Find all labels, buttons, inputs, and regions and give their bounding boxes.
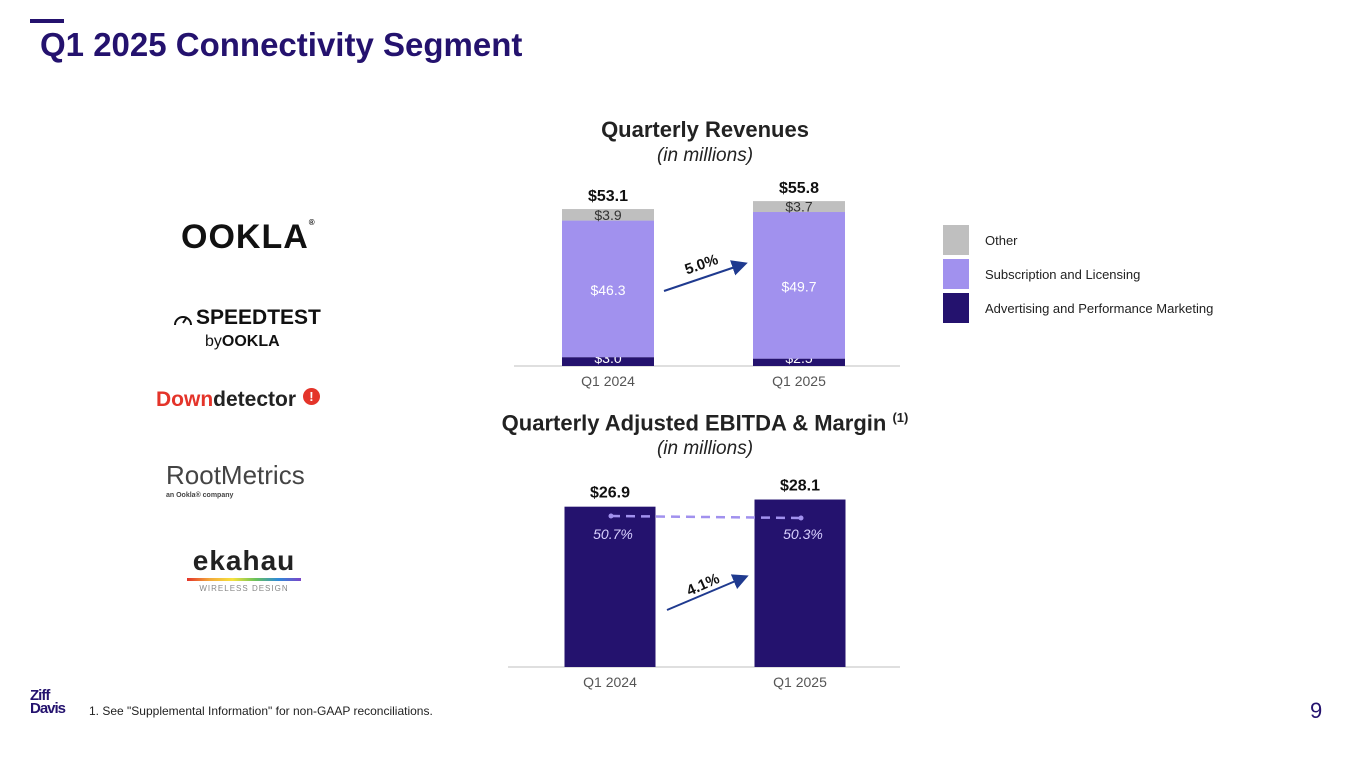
alert-badge-icon: ! (302, 388, 320, 405)
revenue-label-subscription-2: $49.7 (781, 278, 816, 294)
legend-item-subscription: Subscription and Licensing (943, 259, 1140, 289)
rootmetrics-subtext: an Ookla® company (166, 492, 234, 499)
revenue-label-other-1: $3.9 (594, 207, 621, 223)
ziff-davis-logo: Ziff Davis (30, 687, 66, 717)
legend-item-other: Other (943, 225, 1018, 255)
ekahau-text: ekahau (192, 545, 296, 576)
revenue-total-label-1: $53.1 (588, 188, 628, 205)
revenue-chart: $3.0$46.3$3.9$53.1Q1 2024$2.5$49.7$3.7$5… (514, 180, 900, 389)
page-title: Q1 2025 Connectivity Segment (40, 26, 523, 63)
revenue-chart-subtitle: (in millions) (656, 145, 754, 166)
ebitda-margin-point-2 (798, 515, 804, 521)
legend-swatch-advertising (943, 293, 969, 323)
ebitda-bar-2 (754, 499, 846, 667)
revenue-label-other-2: $3.7 (785, 199, 812, 215)
ebitda-chart-subtitle: (in millions) (656, 438, 754, 459)
legend-swatch-other (943, 225, 969, 255)
ebitda-category-label-1: Q1 2024 (583, 674, 637, 690)
revenue-total-label-2: $55.8 (779, 180, 819, 197)
ekahau-logo: ekahau WIRELESS DESIGN (187, 545, 301, 593)
downdetector-text-detector: detector (213, 388, 297, 411)
revenue-label-subscription-1: $46.3 (590, 282, 625, 298)
ebitda-chart-title: Quarterly Adjusted EBITDA & Margin (1) (455, 410, 955, 436)
revenue-bar-advertising-2 (753, 358, 845, 366)
revenue-bar-other-2 (753, 201, 845, 213)
ebitda-value-label-2: $28.1 (780, 478, 820, 495)
ziff-davis-logo-top: Ziff (30, 687, 50, 704)
revenue-bar-subscription-2 (753, 212, 845, 359)
rootmetrics-text: RootMetrics (166, 460, 305, 490)
ebitda-margin-line (610, 514, 802, 520)
revenue-category-label-2: Q1 2025 (772, 373, 826, 389)
rootmetrics-logo: RootMetrics an Ookla® company (166, 460, 305, 499)
ebitda-bar-1 (564, 506, 656, 667)
legend-item-advertising: Advertising and Performance Marketing (943, 293, 1213, 323)
speedometer-icon (174, 316, 192, 326)
speedtest-by-text: by (205, 333, 222, 350)
revenue-chart-title: Quarterly Revenues (601, 117, 809, 142)
legend-label-subscription: Subscription and Licensing (985, 266, 1141, 282)
ebitda-growth-arrow (666, 574, 749, 611)
speedtest-logo-text: SPEEDTEST (196, 306, 321, 329)
ekahau-gradient-bar (187, 578, 301, 581)
page-number: 9 (1310, 698, 1323, 723)
ebitda-title-superscript: (1) (892, 410, 909, 425)
downdetector-logo: Downdetector ! (156, 388, 320, 412)
ookla-logo: OOKLA® (181, 218, 316, 256)
revenue-growth-arrow (663, 260, 748, 292)
revenue-bar-subscription-1 (562, 220, 654, 358)
legend-label-advertising: Advertising and Performance Marketing (985, 300, 1214, 316)
revenue-bar-other-1 (562, 209, 654, 221)
ebitda-category-label-2: Q1 2025 (773, 674, 827, 690)
speedtest-by-brand: OOKLA (221, 333, 280, 350)
ebitda-margin-label-2: 50.3% (783, 526, 823, 542)
ziff-davis-logo-bottom: Davis (30, 700, 66, 717)
ebitda-value-label-1: $26.9 (590, 485, 630, 502)
downdetector-text-down: Down (156, 388, 214, 411)
ookla-logo-text: OOKLA (181, 218, 309, 256)
revenue-bar-advertising-1 (562, 357, 654, 366)
title-accent-bar (30, 19, 64, 23)
ebitda-margin-point-1 (608, 513, 614, 519)
ekahau-subtext: WIRELESS DESIGN (199, 584, 289, 593)
footnote: 1. See "Supplemental Information" for no… (89, 704, 433, 718)
speedtest-logo: SPEEDTEST byOOKLA (173, 306, 321, 351)
legend-swatch-subscription (943, 259, 969, 289)
ebitda-margin-label-1: 50.7% (593, 526, 633, 542)
legend-label-other: Other (985, 232, 1018, 248)
ebitda-chart-title-text: Quarterly Adjusted EBITDA & Margin (501, 410, 887, 436)
revenue-category-label-1: Q1 2024 (581, 373, 635, 389)
